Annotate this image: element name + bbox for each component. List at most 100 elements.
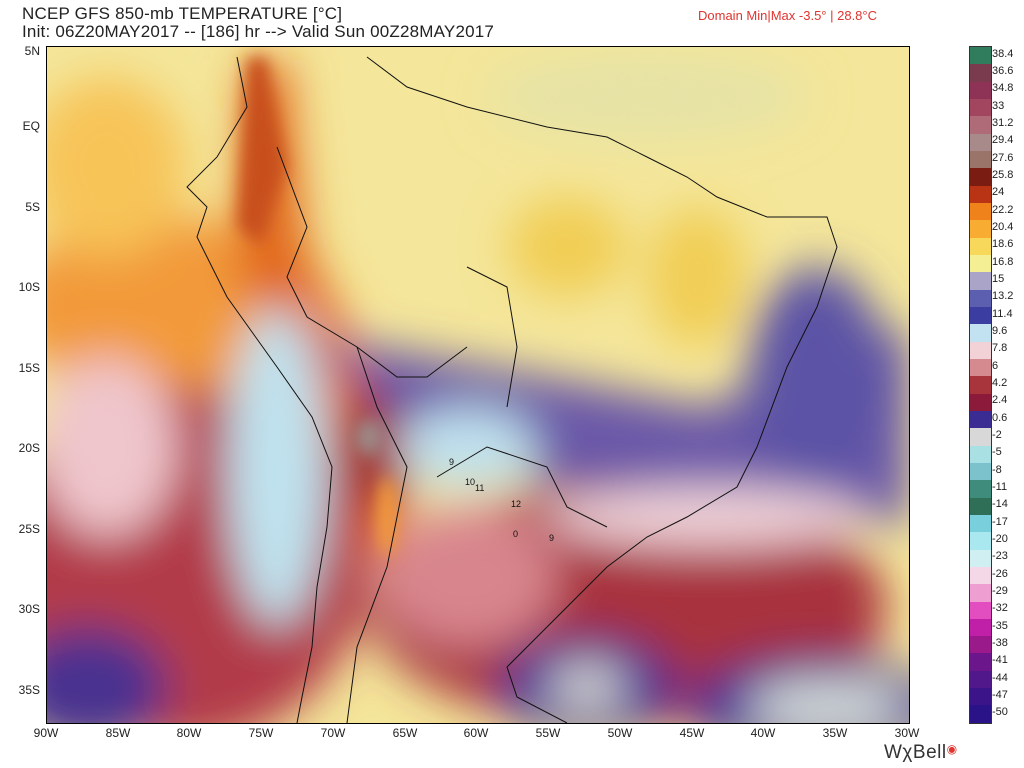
lat-label: 15S [18,361,40,375]
legend-swatch [970,601,991,619]
legend-label: 27.6 [992,151,1014,164]
legend-swatch [970,150,991,169]
lat-label: 30S [18,602,40,616]
legend-swatch [970,462,991,481]
legend-label: -35 [992,619,1008,632]
map-annotations: 9 10 11 12 0 9 [449,457,554,543]
legend-swatch [970,237,991,255]
legend-label: -17 [992,515,1008,528]
legend-swatch [970,306,991,325]
legend-label: 34.8 [992,82,1014,95]
lon-label: 60W [463,726,489,740]
lon-label: 55W [535,726,561,740]
legend-swatch [970,272,991,290]
legend-swatch [970,289,991,307]
legend-swatch [970,584,991,602]
legend-label: 25.8 [992,169,1014,181]
andes-detail [237,57,397,557]
legend-label: -29 [992,585,1008,597]
legend-label: -26 [992,567,1008,580]
legend-label: -32 [992,602,1008,615]
lon-label: 50W [607,726,633,740]
map-subtitle: Init: 06Z20MAY2017 -- [186] hr --> Valid… [22,22,495,41]
coastlines [186,56,838,723]
legend-label: -47 [992,689,1008,701]
legend-swatch [970,410,991,429]
legend-swatch [970,688,991,706]
legend-swatch [970,202,991,221]
lat-label: 35S [18,683,40,697]
legend-swatch [970,220,991,238]
lon-label: 30W [894,726,920,740]
legend-label: 18.6 [992,238,1014,251]
annotation-label: 9 [449,457,454,467]
lat-label: EQ [22,119,40,133]
legend-swatch [970,445,991,463]
lat-label: 5N [24,44,40,58]
lat-label: 5S [25,200,40,214]
legend-swatch [970,532,991,550]
legend-swatch [970,358,991,377]
lon-label: 70W [320,726,346,740]
legend-label: 7.8 [992,342,1008,355]
legend-label: 6 [992,359,999,372]
legend-swatch [970,670,991,689]
legend-label: 33 [992,99,1005,112]
legend-swatch [970,324,991,342]
domain-minmax: Domain Min|Max -3.5° | 28.8°C [698,8,877,23]
lat-label: 25S [18,522,40,536]
legend-label: -11 [992,481,1008,493]
lon-label: 45W [679,726,705,740]
lon-label: 75W [248,726,274,740]
legend-swatch [970,636,991,654]
legend-swatch [970,185,991,203]
legend-label: -2 [992,429,1002,441]
annotation-label: 12 [511,499,521,509]
legend-swatch [970,393,991,411]
lon-label: 35W [822,726,848,740]
logo-dot-icon: ◉ [946,742,958,756]
legend-swatch [970,254,991,273]
legend-label: -20 [992,533,1008,545]
legend-label: 31.2 [992,117,1014,129]
legend-swatch [970,653,991,671]
legend-label: 16.8 [992,255,1014,268]
legend-label: 22.2 [992,203,1014,216]
legend-swatch [970,480,991,498]
legend-label: 11.4 [992,307,1013,320]
legend-swatch [970,514,991,533]
annotation-label: 10 [465,477,475,487]
map-canvas: 9 10 11 12 0 9 [47,47,909,723]
legend-label: 24 [992,186,1005,199]
map-title: NCEP GFS 850-mb TEMPERATURE [°C] [22,4,343,23]
legend-label: -38 [992,637,1008,649]
lon-label: 40W [750,726,776,740]
legend-swatch [970,705,991,723]
legend-swatch [970,47,991,65]
legend-label: 4.2 [992,377,1008,389]
legend-swatch [970,64,991,82]
legend-label: -44 [992,671,1008,684]
annotation-label: 11 [475,483,484,493]
legend-swatch [970,98,991,117]
annotation-label: 9 [549,533,554,543]
legend-label: -8 [992,463,1002,476]
legend-label: 9.6 [992,325,1008,337]
legend-swatch [970,81,991,99]
temperature-map: 9 10 11 12 0 9 [46,46,910,724]
lon-label: 85W [105,726,131,740]
legend-swatch [970,618,991,637]
legend-label: 36.6 [992,65,1014,77]
legend-swatch [970,116,991,134]
legend-swatch [970,133,991,151]
temperature-field [47,52,909,723]
legend-swatch [970,376,991,394]
legend-label: -50 [992,706,1008,719]
lon-label: 90W [33,726,59,740]
legend-swatch [970,428,991,446]
legend-label: 38.4 [992,47,1014,60]
logo-text: WχBell [884,742,947,763]
legend-swatch [970,168,991,186]
legend-label: -41 [992,654,1008,667]
legend-label: 20.4 [992,221,1014,233]
